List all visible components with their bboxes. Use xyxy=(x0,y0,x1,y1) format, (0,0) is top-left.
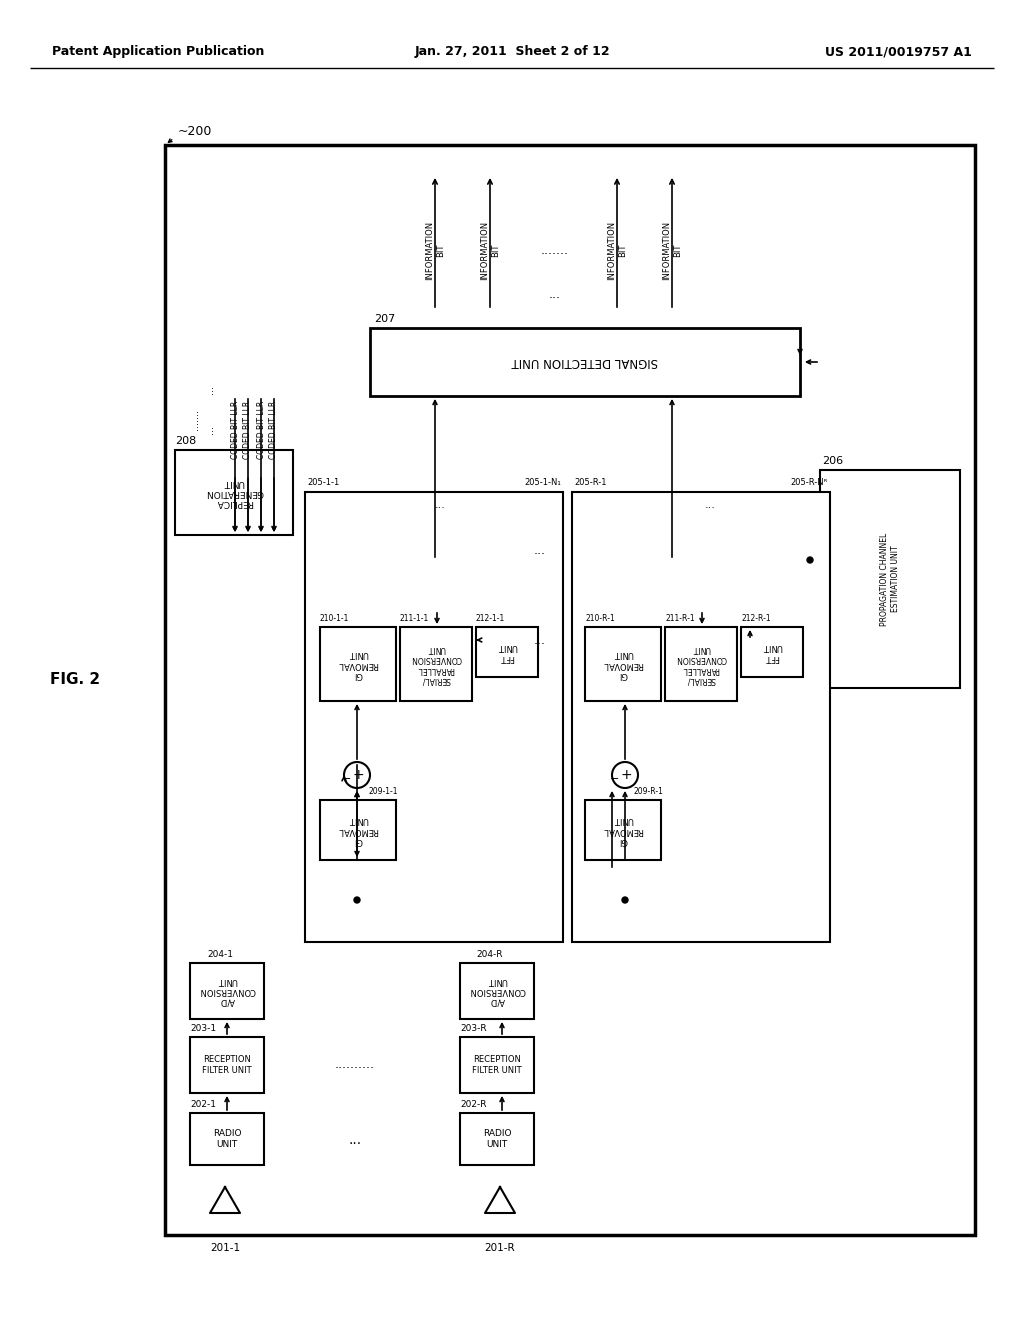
Text: 205-1-1: 205-1-1 xyxy=(307,478,339,487)
Text: GI
REMOVAL
UNIT: GI REMOVAL UNIT xyxy=(338,649,378,678)
Text: 201-R: 201-R xyxy=(484,1243,515,1253)
Text: ...: ... xyxy=(205,385,215,395)
Bar xyxy=(665,627,737,701)
Bar xyxy=(190,964,264,1019)
Bar xyxy=(572,492,830,942)
Text: CODED BIT LLR: CODED BIT LLR xyxy=(256,401,265,459)
Bar xyxy=(820,470,961,688)
Bar xyxy=(460,1113,534,1166)
Text: GI
REMOVAL
UNIT: GI REMOVAL UNIT xyxy=(603,814,643,845)
Text: PROPAGATION CHANNEL
ESTIMATION UNIT: PROPAGATION CHANNEL ESTIMATION UNIT xyxy=(881,532,900,626)
Text: INFORMATION
BIT: INFORMATION BIT xyxy=(425,220,444,280)
Text: SERIAL/
PARALLEL
CONVERSION
UNIT: SERIAL/ PARALLEL CONVERSION UNIT xyxy=(676,644,726,684)
Bar xyxy=(165,145,975,1236)
Bar xyxy=(190,1113,264,1166)
Text: FIG. 2: FIG. 2 xyxy=(50,672,100,688)
Text: ...: ... xyxy=(549,289,561,301)
Text: Patent Application Publication: Patent Application Publication xyxy=(52,45,264,58)
Bar xyxy=(190,1038,264,1093)
Bar xyxy=(741,627,803,677)
Text: 202-1: 202-1 xyxy=(190,1100,216,1109)
Text: CODED BIT LLR: CODED BIT LLR xyxy=(230,401,240,459)
Text: SERIAL/
PARALLEL
CONVERSION
UNIT: SERIAL/ PARALLEL CONVERSION UNIT xyxy=(411,644,462,684)
Text: US 2011/0019757 A1: US 2011/0019757 A1 xyxy=(825,45,972,58)
Text: 205-R-1: 205-R-1 xyxy=(574,478,606,487)
Text: 209-R-1: 209-R-1 xyxy=(633,787,663,796)
Text: SIGNAL DETECTION UNIT: SIGNAL DETECTION UNIT xyxy=(512,355,658,368)
Text: RADIO
UNIT: RADIO UNIT xyxy=(482,1130,511,1148)
Text: ...: ... xyxy=(534,544,546,557)
Text: 208: 208 xyxy=(175,436,197,446)
Text: +: + xyxy=(352,768,364,781)
Text: ~200: ~200 xyxy=(178,125,212,139)
Text: 211-1-1: 211-1-1 xyxy=(400,614,429,623)
Text: 210-1-1: 210-1-1 xyxy=(319,614,349,623)
Circle shape xyxy=(807,557,813,564)
Text: ...: ... xyxy=(434,500,445,510)
Text: CODED BIT LLR: CODED BIT LLR xyxy=(244,401,253,459)
Text: −: − xyxy=(610,774,620,784)
Bar xyxy=(585,627,662,701)
Text: 211-R-1: 211-R-1 xyxy=(665,614,694,623)
Text: GI
REMOVAL
UNIT: GI REMOVAL UNIT xyxy=(603,649,643,678)
Text: REPLICA
GENERATION
UNIT: REPLICA GENERATION UNIT xyxy=(205,478,263,507)
Text: GI
REMOVAL
UNIT: GI REMOVAL UNIT xyxy=(338,814,378,845)
Text: 201-1: 201-1 xyxy=(210,1243,240,1253)
Text: RADIO
UNIT: RADIO UNIT xyxy=(213,1130,242,1148)
Bar xyxy=(460,964,534,1019)
Circle shape xyxy=(622,898,628,903)
Text: FFT
UNIT: FFT UNIT xyxy=(762,643,782,661)
Text: Jan. 27, 2011  Sheet 2 of 12: Jan. 27, 2011 Sheet 2 of 12 xyxy=(414,45,610,58)
Circle shape xyxy=(354,898,360,903)
Text: ...: ... xyxy=(205,425,215,434)
Text: 212-1-1: 212-1-1 xyxy=(476,614,505,623)
Bar xyxy=(319,627,396,701)
Bar xyxy=(585,800,662,861)
Text: ...: ... xyxy=(534,634,546,647)
Text: RECEPTION
FILTER UNIT: RECEPTION FILTER UNIT xyxy=(472,1055,522,1074)
Text: 205-1-N₁: 205-1-N₁ xyxy=(524,478,561,487)
Bar xyxy=(175,450,293,535)
Text: ...: ... xyxy=(705,500,716,510)
Text: ..........: .......... xyxy=(335,1059,375,1072)
Text: .......: ....... xyxy=(541,243,569,256)
Text: RECEPTION
FILTER UNIT: RECEPTION FILTER UNIT xyxy=(202,1055,252,1074)
Bar xyxy=(476,627,538,677)
Text: 203-R: 203-R xyxy=(460,1024,486,1034)
Text: A/D
CONVERSION
UNIT: A/D CONVERSION UNIT xyxy=(469,975,525,1006)
Text: FFT
UNIT: FFT UNIT xyxy=(497,643,517,661)
Text: 203-1: 203-1 xyxy=(190,1024,216,1034)
Bar xyxy=(370,327,800,396)
Text: 212-R-1: 212-R-1 xyxy=(741,614,771,623)
Bar xyxy=(319,800,396,861)
Text: A/D
CONVERSION
UNIT: A/D CONVERSION UNIT xyxy=(199,975,255,1006)
Text: 204-R: 204-R xyxy=(477,950,503,960)
Text: CODED BIT LLR: CODED BIT LLR xyxy=(269,401,279,459)
Text: 209-1-1: 209-1-1 xyxy=(369,787,398,796)
Bar xyxy=(400,627,472,701)
Text: INFORMATION
BIT: INFORMATION BIT xyxy=(607,220,627,280)
Text: ...: ... xyxy=(348,1133,361,1147)
Bar xyxy=(460,1038,534,1093)
Text: 204-1: 204-1 xyxy=(207,950,233,960)
Text: 205-R-Nᴿ: 205-R-Nᴿ xyxy=(791,478,828,487)
Text: INFORMATION
BIT: INFORMATION BIT xyxy=(480,220,500,280)
Text: +: + xyxy=(621,768,632,781)
Text: −: − xyxy=(342,774,351,784)
Text: 206: 206 xyxy=(822,455,843,466)
Bar xyxy=(305,492,563,942)
Text: 210-R-1: 210-R-1 xyxy=(585,614,614,623)
Text: 202-R: 202-R xyxy=(460,1100,486,1109)
Text: 207: 207 xyxy=(374,314,395,323)
Text: .......: ....... xyxy=(190,409,200,430)
Text: INFORMATION
BIT: INFORMATION BIT xyxy=(663,220,682,280)
